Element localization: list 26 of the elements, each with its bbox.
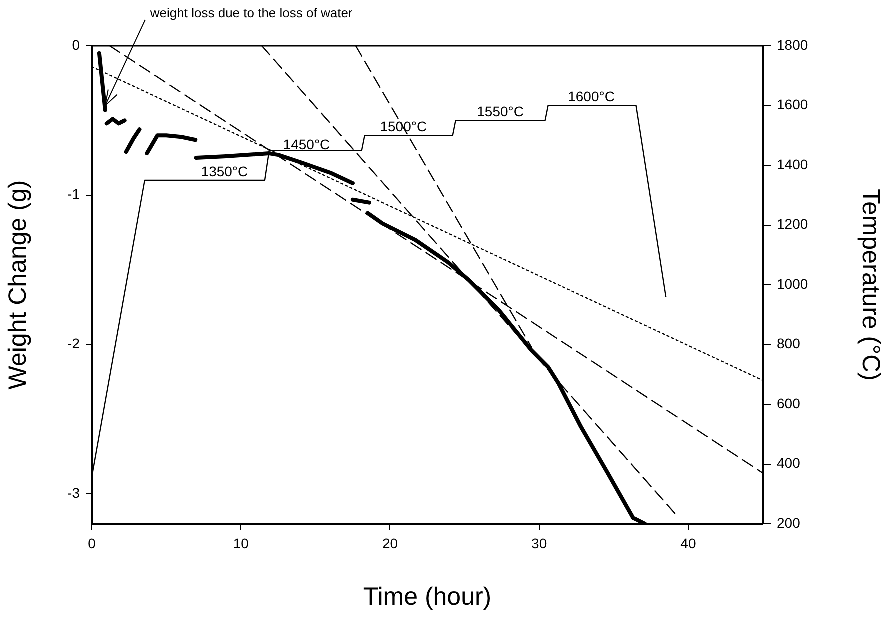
x-tick-label: 40 [680,535,696,552]
x-tick-label: 10 [233,535,250,552]
y2-tick-label: 200 [777,514,801,531]
y2-axis-title: Temperature (°C) [857,189,886,381]
y2-tick-label: 1400 [777,156,808,172]
annotation: 1350°C [201,163,248,180]
y2-tick-label: 1600 [777,96,808,113]
y-tick-label: 0 [72,36,80,53]
y2-tick-label: 800 [777,336,801,352]
y2-tick-label: 1200 [777,216,808,232]
y2-tick-label: 400 [777,455,801,472]
y-tick-label: -1 [68,186,80,202]
x-tick-label: 0 [88,535,96,552]
y-axis-title: Weight Change (g) [4,180,32,390]
x-tick-label: 20 [382,535,398,552]
y2-tick-label: 1800 [777,36,808,53]
y2-tick-label: 1000 [777,276,808,292]
y2-tick-label: 600 [777,395,801,412]
x-axis-title: Time (hour) [363,582,492,611]
y-tick-label: -3 [68,484,80,501]
annotation: 1550°C [477,104,524,120]
annotation: 1600°C [568,88,615,105]
annotation: 1450°C [283,136,330,152]
y-tick-label: -2 [68,336,80,352]
annotation: weight loss due to the loss of water [149,6,354,21]
x-tick-label: 30 [532,535,548,552]
